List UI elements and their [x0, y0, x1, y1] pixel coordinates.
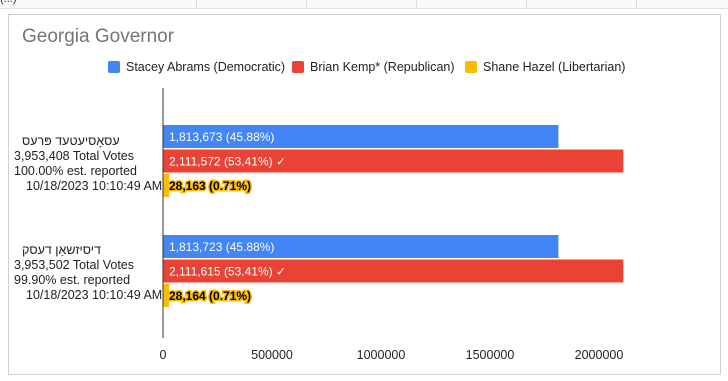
x-tick-label: 1000000 — [357, 348, 406, 362]
bar[interactable] — [163, 125, 559, 148]
bar-data-label: 1,813,723 (45.88%) — [169, 240, 274, 254]
bar[interactable] — [163, 149, 624, 173]
x-tick-label: 500000 — [251, 348, 293, 362]
column-divider — [526, 0, 527, 8]
column-divider — [636, 0, 637, 8]
category-timestamp: 10/18/2023 10:10:49 AM — [26, 288, 163, 302]
bar-data-label: 2,111,615 (53.41%) ✓ — [169, 265, 286, 279]
bar[interactable] — [163, 259, 624, 283]
bar-data-label: 2,111,572 (53.41%) ✓ — [169, 155, 286, 169]
bar-data-label: 28,163 (0.71%) — [169, 179, 251, 193]
bar[interactable] — [163, 174, 170, 197]
bar-data-label: 28,164 (0.71%) — [169, 289, 251, 303]
chart-container[interactable] — [8, 14, 721, 375]
category-label: עסאָסיעטעד פּרעס 3,953,408 Total Votes 1… — [14, 134, 162, 194]
chart-legend: Stacey Abrams (Democratic) Brian Kemp* (… — [0, 60, 728, 76]
x-tick-label: 1500000 — [466, 348, 515, 362]
bar[interactable] — [163, 235, 559, 258]
legend-item-hazel[interactable]: Shane Hazel (Libertarian) — [465, 60, 625, 74]
legend-label: Shane Hazel (Libertarian) — [483, 60, 626, 74]
category-timestamp: 10/18/2023 10:10:49 AM — [26, 179, 163, 193]
category-source: דיסיזשאַן דעסק — [22, 243, 101, 257]
legend-swatch — [108, 61, 120, 73]
legend-label: Brian Kemp* (Republican) — [310, 60, 455, 74]
legend-item-abrams[interactable]: Stacey Abrams (Democratic) — [108, 60, 285, 74]
legend-item-kemp[interactable]: Brian Kemp* (Republican) — [292, 60, 455, 74]
category-reported: 100.00% est. reported — [14, 164, 137, 178]
spreadsheet-column-strip: (...) — [0, 0, 728, 9]
cut-off-cell-text: (...) — [0, 0, 17, 5]
legend-label: Stacey Abrams (Democratic) — [126, 60, 286, 74]
legend-swatch — [292, 61, 304, 73]
bar-data-label: 1,813,673 (45.88%) — [169, 130, 274, 144]
category-total-votes: 3,953,408 Total Votes — [14, 149, 135, 163]
x-tick-label: 2000000 — [575, 348, 624, 362]
legend-swatch — [465, 61, 477, 73]
column-divider — [196, 0, 197, 8]
category-source: עסאָסיעטעד פּרעס — [22, 134, 120, 148]
column-divider — [306, 0, 307, 8]
category-reported: 99.90% est. reported — [14, 273, 131, 287]
bar[interactable] — [163, 284, 170, 307]
x-tick-label: 0 — [160, 348, 167, 362]
chart-title: Georgia Governor — [22, 26, 175, 47]
column-divider — [416, 0, 417, 8]
category-label: דיסיזשאַן דעסק 3,953,502 Total Votes 99.… — [14, 243, 162, 303]
category-total-votes: 3,953,502 Total Votes — [14, 258, 135, 272]
